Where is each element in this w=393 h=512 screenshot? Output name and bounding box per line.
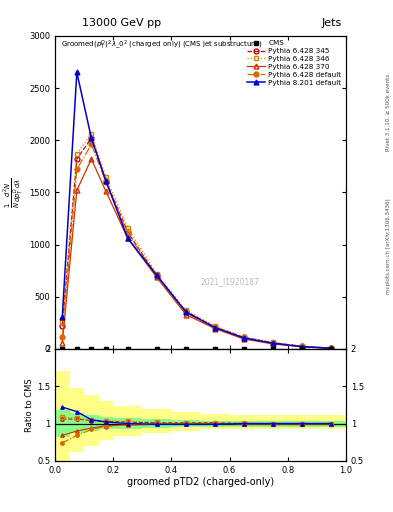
Pythia 8.201 default bbox=[104, 178, 108, 184]
Pythia 6.428 default bbox=[125, 231, 130, 237]
Pythia 6.428 345 bbox=[213, 324, 217, 330]
CMS bbox=[89, 346, 94, 352]
Pythia 6.428 default bbox=[242, 335, 246, 341]
Pythia 6.428 370 bbox=[125, 235, 130, 241]
Pythia 8.201 default bbox=[154, 272, 159, 279]
CMS bbox=[154, 346, 159, 352]
Pythia 6.428 370 bbox=[60, 339, 64, 346]
Pythia 8.201 default bbox=[213, 325, 217, 331]
Pythia 6.428 default bbox=[184, 310, 188, 316]
Pythia 6.428 346 bbox=[60, 319, 64, 325]
Pythia 6.428 345 bbox=[104, 178, 108, 184]
Pythia 6.428 default bbox=[75, 166, 79, 173]
Line: Pythia 8.201 default: Pythia 8.201 default bbox=[60, 70, 334, 351]
CMS bbox=[300, 346, 305, 352]
CMS bbox=[242, 346, 246, 352]
Pythia 8.201 default bbox=[271, 340, 275, 346]
Pythia 6.428 345 bbox=[125, 229, 130, 235]
Pythia 8.201 default bbox=[75, 69, 79, 75]
Text: 2021_I1920187: 2021_I1920187 bbox=[200, 278, 259, 286]
CMS bbox=[271, 346, 275, 352]
Pythia 6.428 345 bbox=[154, 273, 159, 279]
Pythia 6.428 346 bbox=[184, 307, 188, 313]
Pythia 6.428 370 bbox=[75, 187, 79, 194]
Y-axis label: $\frac{1}{N}\frac{d^{2}N}{dp_{T}^{D}\,d\lambda}$: $\frac{1}{N}\frac{d^{2}N}{dp_{T}^{D}\,d\… bbox=[3, 177, 26, 208]
Pythia 6.428 345 bbox=[75, 156, 79, 162]
Text: Jets: Jets bbox=[321, 18, 342, 28]
Pythia 6.428 346 bbox=[125, 225, 130, 231]
Pythia 6.428 default bbox=[300, 344, 305, 350]
Pythia 6.428 346 bbox=[213, 323, 217, 329]
Pythia 6.428 345 bbox=[89, 135, 94, 141]
Pythia 6.428 346 bbox=[89, 131, 94, 137]
Pythia 6.428 370 bbox=[104, 188, 108, 195]
CMS bbox=[75, 346, 79, 352]
Pythia 8.201 default bbox=[184, 309, 188, 315]
CMS bbox=[184, 346, 188, 352]
Line: Pythia 6.428 346: Pythia 6.428 346 bbox=[60, 132, 334, 351]
Pythia 6.428 default bbox=[60, 334, 64, 340]
Pythia 6.428 default bbox=[329, 345, 334, 351]
Pythia 6.428 default bbox=[213, 325, 217, 331]
Pythia 6.428 345 bbox=[300, 343, 305, 349]
Pythia 6.428 345 bbox=[184, 308, 188, 314]
Pythia 6.428 370 bbox=[213, 326, 217, 332]
Pythia 6.428 default bbox=[154, 272, 159, 279]
Pythia 6.428 345 bbox=[60, 323, 64, 329]
Pythia 8.201 default bbox=[89, 135, 94, 141]
Legend: CMS, Pythia 6.428 345, Pythia 6.428 346, Pythia 6.428 370, Pythia 6.428 default,: CMS, Pythia 6.428 345, Pythia 6.428 346,… bbox=[245, 38, 343, 88]
CMS bbox=[213, 346, 217, 352]
Pythia 6.428 default bbox=[104, 179, 108, 185]
Pythia 8.201 default bbox=[242, 335, 246, 341]
Pythia 6.428 370 bbox=[154, 274, 159, 281]
Text: Groomed$(p_T^D)^2\lambda\_0^2$ (charged only) (CMS jet substructure): Groomed$(p_T^D)^2\lambda\_0^2$ (charged … bbox=[61, 39, 262, 52]
Text: mcplots.cern.ch [arXiv:1306.3436]: mcplots.cern.ch [arXiv:1306.3436] bbox=[386, 198, 391, 293]
Pythia 6.428 default bbox=[89, 141, 94, 147]
Pythia 8.201 default bbox=[60, 313, 64, 319]
Pythia 6.428 370 bbox=[184, 311, 188, 317]
Pythia 6.428 346 bbox=[104, 174, 108, 180]
Line: CMS: CMS bbox=[60, 347, 334, 351]
Pythia 6.428 370 bbox=[242, 336, 246, 342]
Pythia 6.428 345 bbox=[271, 339, 275, 346]
Pythia 6.428 346 bbox=[300, 343, 305, 349]
Pythia 6.428 370 bbox=[89, 156, 94, 162]
CMS bbox=[329, 346, 334, 352]
Line: Pythia 6.428 345: Pythia 6.428 345 bbox=[60, 136, 334, 351]
Pythia 6.428 370 bbox=[300, 344, 305, 350]
Line: Pythia 6.428 370: Pythia 6.428 370 bbox=[60, 157, 334, 351]
Pythia 8.201 default bbox=[329, 345, 334, 351]
CMS bbox=[125, 346, 130, 352]
Pythia 8.201 default bbox=[125, 235, 130, 241]
Pythia 6.428 346 bbox=[329, 345, 334, 351]
CMS bbox=[60, 346, 64, 352]
Pythia 6.428 345 bbox=[329, 345, 334, 351]
Pythia 6.428 346 bbox=[242, 334, 246, 340]
Pythia 6.428 346 bbox=[271, 339, 275, 346]
CMS bbox=[104, 346, 108, 352]
Pythia 6.428 345 bbox=[242, 334, 246, 340]
Pythia 6.428 346 bbox=[154, 271, 159, 277]
Pythia 6.428 370 bbox=[329, 345, 334, 351]
X-axis label: groomed pTD2 (charged-only): groomed pTD2 (charged-only) bbox=[127, 477, 274, 487]
Pythia 6.428 default bbox=[271, 340, 275, 346]
Pythia 6.428 370 bbox=[271, 341, 275, 347]
Y-axis label: Ratio to CMS: Ratio to CMS bbox=[25, 378, 34, 432]
Pythia 8.201 default bbox=[300, 344, 305, 350]
Pythia 6.428 346 bbox=[75, 151, 79, 157]
Text: Rivet 3.1.10, ≥ 500k events: Rivet 3.1.10, ≥ 500k events bbox=[386, 74, 391, 151]
Text: 13000 GeV pp: 13000 GeV pp bbox=[82, 18, 162, 28]
Line: Pythia 6.428 default: Pythia 6.428 default bbox=[60, 142, 334, 351]
